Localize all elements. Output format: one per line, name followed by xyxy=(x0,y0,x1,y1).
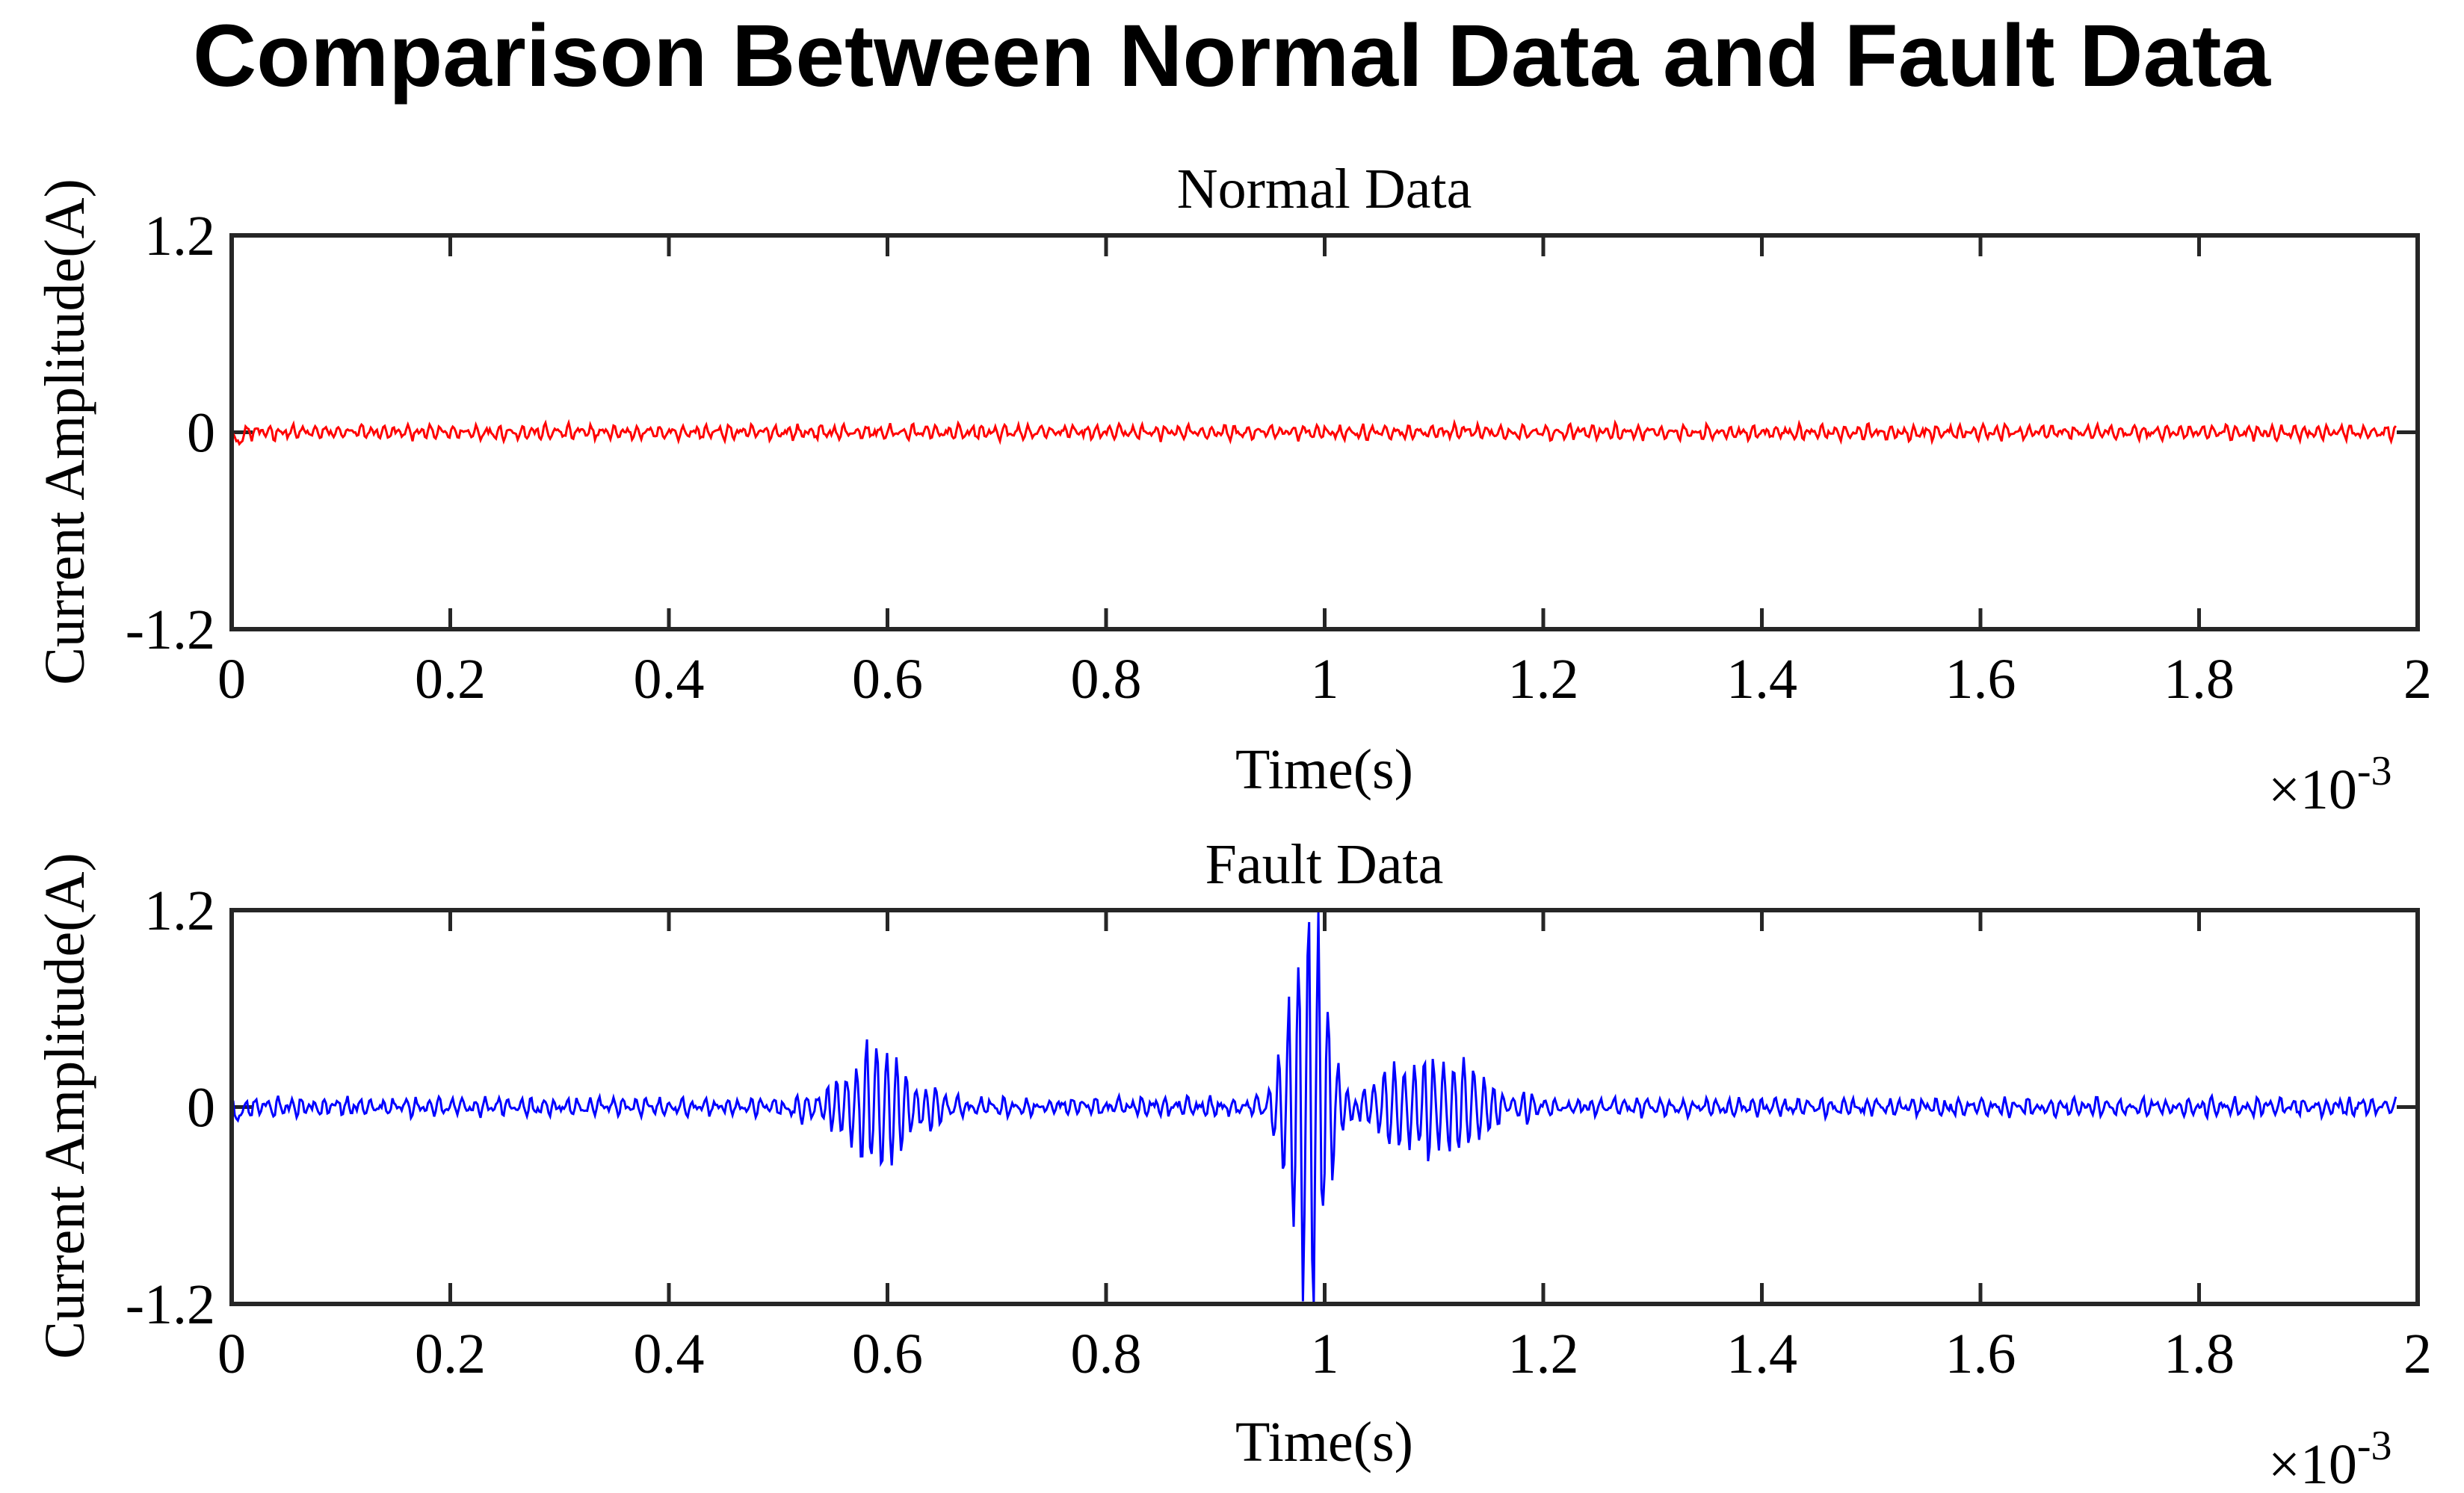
x-tick-label: 2 xyxy=(2403,1323,2432,1385)
x-tick-label: 0.6 xyxy=(852,1323,923,1385)
y-tick-label: 0 xyxy=(187,1077,215,1140)
x-tick-label: 1.6 xyxy=(1945,1323,2016,1385)
x-tick-label: 0.8 xyxy=(1071,1323,1142,1385)
fault-x-exponent-power: -3 xyxy=(2357,1423,2392,1469)
x-tick-label: 1.4 xyxy=(1726,648,1797,711)
normal-y-tick-labels: -1.2 0 1.2 xyxy=(126,205,215,661)
fault-x-exponent: ×10-3 xyxy=(2268,1423,2392,1493)
y-tick-label: 0 xyxy=(187,402,215,465)
x-tick-label: 0.4 xyxy=(634,648,705,711)
x-tick-label: 0.4 xyxy=(634,1323,705,1385)
normal-plot-frame xyxy=(229,233,2420,631)
fault-data-line xyxy=(230,912,2397,1305)
x-tick-label: 0.2 xyxy=(415,648,486,711)
normal-x-axis-label: Time(s) xyxy=(1235,738,1413,801)
fault-y-tick-labels: -1.2 0 1.2 xyxy=(126,880,215,1336)
fault-y-axis-label: Current Amplitude(A) xyxy=(34,853,96,1359)
fault-subplot: Fault Data 0 0.2 0.4 0.6 0.8 1 1.2 1.4 1.6 1.8 2 -… xyxy=(34,833,2432,1493)
x-tick-label: 0.8 xyxy=(1071,648,1142,711)
figure-title: Comparison Between Normal Data and Fault… xyxy=(193,7,2271,105)
y-tick-label: 1.2 xyxy=(144,205,215,268)
normal-subplot-title: Normal Data xyxy=(1177,158,1472,220)
x-tick-label: 1.4 xyxy=(1726,1323,1797,1385)
normal-x-exponent: ×10-3 xyxy=(2268,748,2392,821)
x-tick-label: 1.2 xyxy=(1508,648,1579,711)
fault-x-exponent-base: ×10 xyxy=(2268,1433,2357,1493)
fault-subplot-title: Fault Data xyxy=(1205,833,1444,896)
normal-data-line xyxy=(230,418,2397,446)
x-tick-label: 0.2 xyxy=(415,1323,486,1385)
fault-x-axis-label: Time(s) xyxy=(1235,1411,1413,1474)
x-tick-label: 0 xyxy=(217,648,246,711)
x-tick-label: 1 xyxy=(1311,1323,1339,1385)
y-tick-label: -1.2 xyxy=(126,1273,215,1336)
fault-x-tick-labels: 0 0.2 0.4 0.6 0.8 1 1.2 1.4 1.6 1.8 2 xyxy=(217,1323,2432,1385)
normal-x-exponent-power: -3 xyxy=(2357,748,2392,794)
y-tick-label: 1.2 xyxy=(144,880,215,942)
x-tick-label: 1.2 xyxy=(1508,1323,1579,1385)
x-tick-label: 0.6 xyxy=(852,648,923,711)
normal-subplot: Normal Data 0 0.2 0.4 0.6 0.8 1 1.2 1.4 1.6 1.8 2 … xyxy=(34,158,2432,821)
x-tick-label: 1 xyxy=(1311,648,1339,711)
normal-x-exponent-base: ×10 xyxy=(2268,758,2357,821)
x-tick-label: 2 xyxy=(2403,648,2432,711)
normal-y-axis-label: Current Amplitude(A) xyxy=(34,179,96,685)
x-tick-label: 1.8 xyxy=(2164,1323,2235,1385)
x-tick-label: 1.8 xyxy=(2164,648,2235,711)
y-tick-label: -1.2 xyxy=(126,599,215,661)
normal-x-tick-labels: 0 0.2 0.4 0.6 0.8 1 1.2 1.4 1.6 1.8 2 xyxy=(217,648,2432,711)
x-tick-label: 0 xyxy=(217,1323,246,1385)
x-tick-label: 1.6 xyxy=(1945,648,2016,711)
fault-plot-frame xyxy=(229,908,2420,1306)
